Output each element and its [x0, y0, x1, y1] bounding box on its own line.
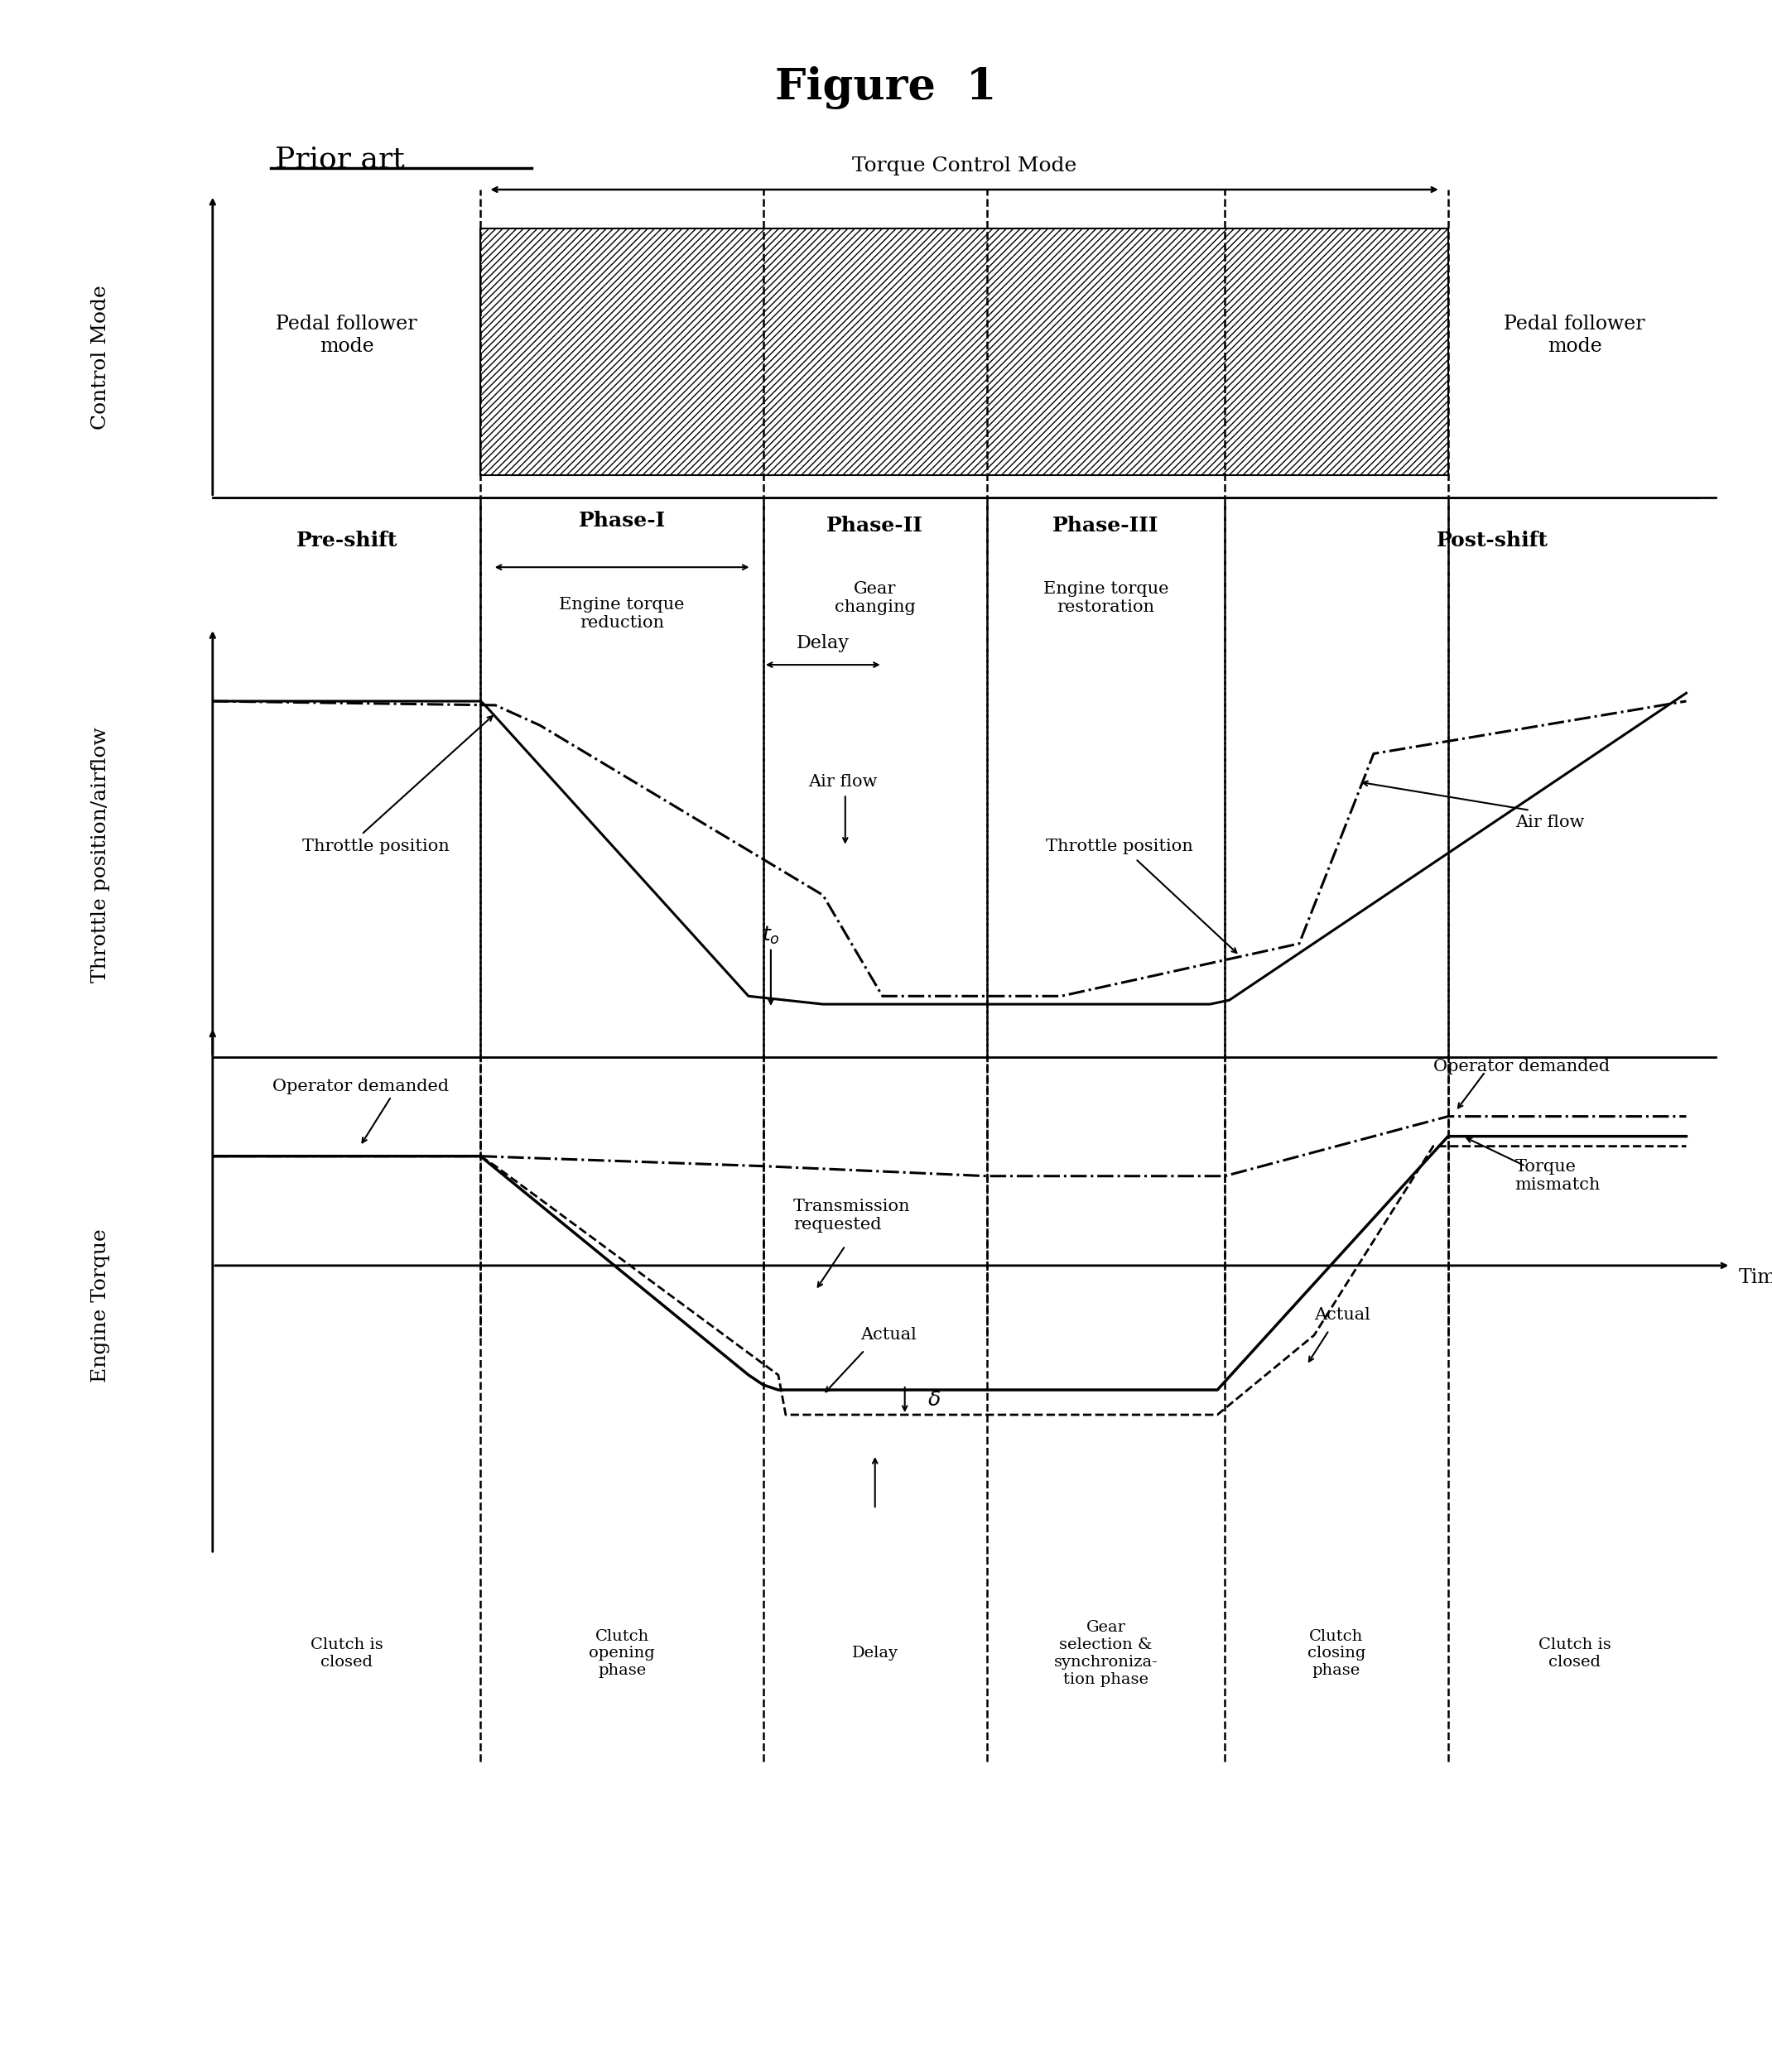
Text: Operator demanded: Operator demanded	[273, 1080, 448, 1094]
Text: Pre-shift: Pre-shift	[296, 530, 397, 551]
Text: Torque
mismatch: Torque mismatch	[1515, 1158, 1600, 1193]
Text: Actual: Actual	[859, 1328, 916, 1343]
Text: Engine torque
reduction: Engine torque reduction	[560, 597, 684, 630]
Text: $\delta$: $\delta$	[927, 1390, 941, 1409]
Text: Phase-I: Phase-I	[578, 510, 666, 530]
Text: Clutch is
closed: Clutch is closed	[310, 1637, 383, 1670]
Text: Engine Torque: Engine Torque	[92, 1229, 110, 1382]
Text: Clutch
opening
phase: Clutch opening phase	[588, 1629, 656, 1678]
Text: Transmission
requested: Transmission requested	[794, 1200, 911, 1233]
Text: Actual: Actual	[1315, 1307, 1370, 1324]
Text: Pedal follower
mode: Pedal follower mode	[276, 315, 416, 356]
Text: Operator demanded: Operator demanded	[1434, 1059, 1609, 1075]
Text: Engine torque
restoration: Engine torque restoration	[1044, 582, 1168, 615]
Text: Post-shift: Post-shift	[1437, 530, 1549, 551]
Text: Time: Time	[1738, 1268, 1772, 1287]
Text: Air flow: Air flow	[808, 775, 877, 789]
Text: Phase-III: Phase-III	[1053, 516, 1159, 535]
Text: Gear
changing: Gear changing	[835, 582, 916, 615]
Text: Clutch
closing
phase: Clutch closing phase	[1308, 1629, 1366, 1678]
Text: Air flow: Air flow	[1515, 814, 1584, 831]
Text: Clutch is
closed: Clutch is closed	[1538, 1637, 1611, 1670]
Text: Throttle position/airflow: Throttle position/airflow	[92, 727, 110, 982]
Text: Gear
selection &
synchroniza-
tion phase: Gear selection & synchroniza- tion phase	[1054, 1620, 1157, 1687]
Text: Control Mode: Control Mode	[92, 286, 110, 429]
Text: Torque Control Mode: Torque Control Mode	[852, 157, 1077, 176]
Bar	[480, 228, 1448, 474]
Text: Phase-II: Phase-II	[826, 516, 923, 535]
Text: Throttle position: Throttle position	[301, 839, 448, 854]
Text: Delay: Delay	[796, 634, 849, 653]
Text: $t_o$: $t_o$	[762, 924, 780, 947]
Text: Throttle position: Throttle position	[1045, 839, 1193, 854]
Text: Figure  1: Figure 1	[776, 66, 996, 110]
Text: Prior art: Prior art	[275, 145, 404, 174]
Text: Delay: Delay	[852, 1645, 898, 1662]
Text: Pedal follower
mode: Pedal follower mode	[1504, 315, 1644, 356]
